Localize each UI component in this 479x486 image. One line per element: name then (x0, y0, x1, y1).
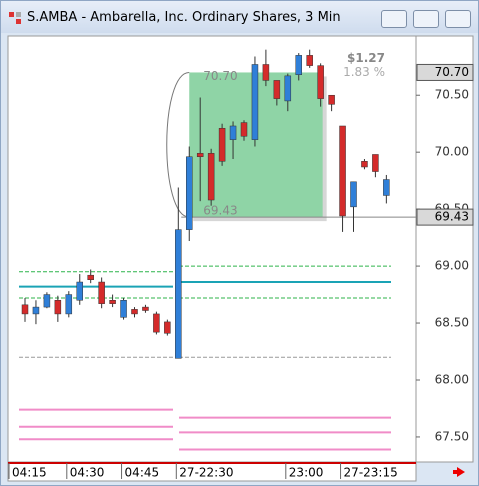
window-title: S.AMBA - Ambarella, Inc. Ordinary Shares… (27, 10, 341, 25)
candle-body (284, 75, 292, 102)
candle-body (98, 281, 105, 304)
candle-body (361, 161, 368, 168)
price-axis (415, 35, 474, 463)
y-tick-label: 67.50 (435, 429, 469, 443)
candle-body (76, 281, 83, 301)
candle-body (21, 304, 29, 315)
measure-arc (166, 71, 190, 218)
chart: 67.5068.0068.5069.0069.5070.0070.5070.70… (7, 35, 474, 482)
candle-body (131, 309, 138, 315)
candle-body (350, 181, 357, 208)
x-tick-label: 04:15 (12, 466, 47, 480)
candle-body (229, 125, 237, 140)
candle-body (207, 153, 215, 201)
candle-body (240, 122, 248, 137)
candle-body (317, 65, 324, 99)
price-tag-label: 70.70 (435, 65, 469, 79)
price-tag (416, 208, 474, 226)
candle-body (273, 80, 281, 99)
measure-low-label: 69.43 (203, 204, 237, 218)
scroll-arrow[interactable] (453, 467, 465, 477)
candle-body (164, 321, 171, 334)
candle-body (54, 300, 62, 315)
candle-body (32, 306, 40, 315)
candle-body (186, 156, 193, 230)
candle-body (383, 179, 390, 196)
candle-body (262, 64, 270, 81)
x-tick-label: 04:30 (70, 466, 105, 480)
close-button[interactable] (445, 10, 471, 28)
x-tick-label: 04:45 (125, 466, 160, 480)
candle-body (175, 229, 182, 359)
candle-body (328, 94, 335, 105)
candle-body (120, 300, 127, 318)
candle-body (109, 300, 116, 304)
candle-body (43, 294, 51, 308)
candle-body (372, 154, 379, 172)
y-tick-label: 70.00 (435, 145, 469, 159)
y-tick-label: 68.50 (435, 316, 469, 330)
minimize-button[interactable] (381, 10, 407, 28)
candle-body (218, 128, 226, 162)
candle-body (196, 153, 204, 157)
x-tick-label: 27-23:15 (344, 466, 398, 480)
price-tag-label: 69.43 (435, 210, 469, 224)
app-icon (9, 12, 21, 24)
candle-body (306, 55, 313, 66)
measure-percent: 1.83 % (343, 65, 385, 79)
price-tag (416, 63, 474, 81)
candle-body (251, 64, 259, 140)
y-tick-label: 69.00 (435, 259, 469, 273)
x-tick-label: 27-22:30 (179, 466, 233, 480)
candle-body (142, 306, 149, 311)
candle-body (295, 55, 302, 75)
candle-body (339, 125, 346, 217)
maximize-button[interactable] (413, 10, 439, 28)
measure-high-label: 70.70 (203, 69, 237, 83)
candle-body (153, 313, 160, 333)
title-bar: S.AMBA - Ambarella, Inc. Ordinary Shares… (1, 1, 478, 33)
x-tick-label: 23:00 (289, 466, 324, 480)
candle-body (87, 274, 94, 281)
measure-change: $1.27 (347, 51, 385, 65)
y-tick-label: 68.00 (435, 372, 469, 386)
candle-body (65, 294, 73, 315)
y-tick-label: 70.50 (435, 88, 469, 102)
